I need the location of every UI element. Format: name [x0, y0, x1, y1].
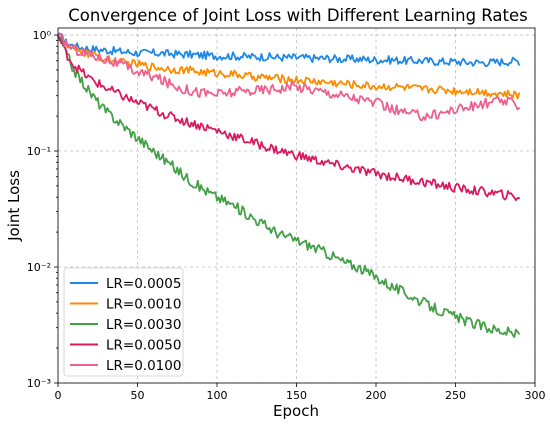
series-line-2: [57, 34, 520, 100]
legend-label-4: LR=0.0050: [106, 338, 181, 354]
series-line-5: [57, 32, 520, 122]
legend-label-5: LR=0.0100: [106, 358, 181, 374]
y-axis-ticks: 10⁻³ 10⁻² 10⁻¹ 10⁰: [27, 29, 58, 390]
series-lines: [57, 32, 520, 339]
y-axis-label: Joint Loss: [5, 170, 23, 242]
legend-label-3: LR=0.0030: [106, 317, 181, 333]
x-axis-label: Epoch: [273, 402, 319, 420]
y-tick-label: 10⁻¹: [27, 145, 51, 158]
legend-box: [63, 267, 184, 377]
series-line-4: [57, 34, 520, 202]
x-axis-ticks: 0 50 100 150 200 250 300: [55, 383, 546, 402]
x-tick-label: 150: [286, 389, 307, 402]
series-line-1: [57, 32, 520, 68]
series-line-3: [57, 34, 520, 339]
y-tick-label: 10⁻²: [27, 261, 51, 274]
x-tick-label: 100: [207, 389, 228, 402]
x-tick-label: 300: [525, 389, 546, 402]
legend-label-1: LR=0.0005: [106, 276, 181, 292]
legend-label-2: LR=0.0010: [106, 297, 181, 313]
legend: LR=0.0005 LR=0.0010 LR=0.0030 LR=0.0050 LR=0…: [63, 267, 184, 377]
x-tick-label: 0: [55, 389, 62, 402]
x-tick-label: 200: [366, 389, 387, 402]
y-tick-label: 10⁻³: [27, 377, 51, 390]
x-tick-label: 50: [131, 389, 145, 402]
chart-title: Convergence of Joint Loss with Different…: [68, 6, 527, 25]
y-tick-label: 10⁰: [33, 29, 52, 42]
x-tick-label: 250: [445, 389, 466, 402]
legend-items: LR=0.0005 LR=0.0010 LR=0.0030 LR=0.0050 LR=0…: [70, 276, 181, 374]
